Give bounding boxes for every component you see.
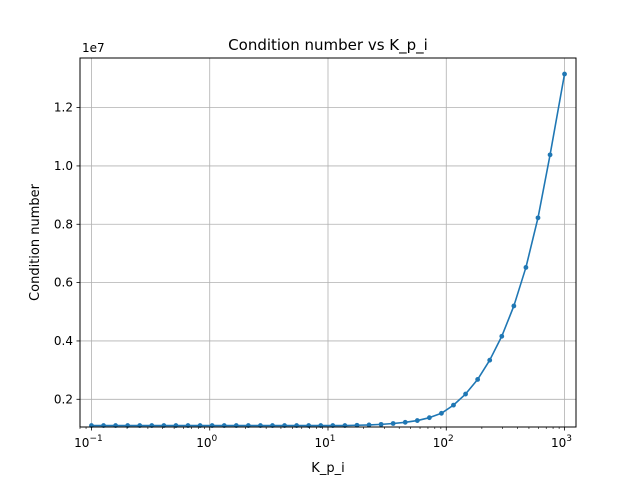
y-offset-label: 1e7 <box>82 41 105 55</box>
x-tick-label: 10−1 <box>74 434 103 450</box>
y-tick-label: 0.6 <box>54 276 73 290</box>
data-point <box>463 391 468 397</box>
data-point <box>487 357 493 363</box>
data-point <box>523 265 529 270</box>
axis-ticks: 10−1 100 101 102 103 0.2 0.4 0.6 0.8 1.0 1.2 <box>54 101 572 450</box>
grid <box>80 58 576 427</box>
data-point <box>378 421 384 427</box>
y-tick-label: 1.2 <box>54 101 73 115</box>
data-point <box>402 419 408 425</box>
y-axis-label: Condition number <box>28 183 43 301</box>
y-tick-label: 0.2 <box>54 392 73 406</box>
y-tick-label: 0.8 <box>54 217 73 231</box>
y-tick-label: 1.0 <box>54 159 73 173</box>
data-series <box>89 71 567 428</box>
x-tick-label: 103 <box>551 434 572 450</box>
x-axis-label: K_p_i <box>311 461 344 476</box>
data-point <box>499 333 505 339</box>
data-point <box>535 215 541 221</box>
data-point <box>475 377 481 382</box>
x-tick-label: 102 <box>433 434 454 450</box>
data-point <box>414 418 420 423</box>
data-point <box>511 303 517 309</box>
data-point <box>451 402 456 408</box>
data-point <box>354 422 360 428</box>
data-point <box>562 71 567 77</box>
data-point <box>426 415 432 421</box>
data-point <box>390 421 396 426</box>
y-tick-label: 0.4 <box>54 334 73 348</box>
data-point <box>366 422 372 428</box>
x-tick-label: 100 <box>196 434 217 450</box>
chart-title: Condition number vs K_p_i <box>228 36 428 55</box>
data-point <box>439 410 444 416</box>
data-point <box>547 152 553 158</box>
series-line <box>91 73 566 427</box>
x-tick-label: 101 <box>314 434 335 450</box>
